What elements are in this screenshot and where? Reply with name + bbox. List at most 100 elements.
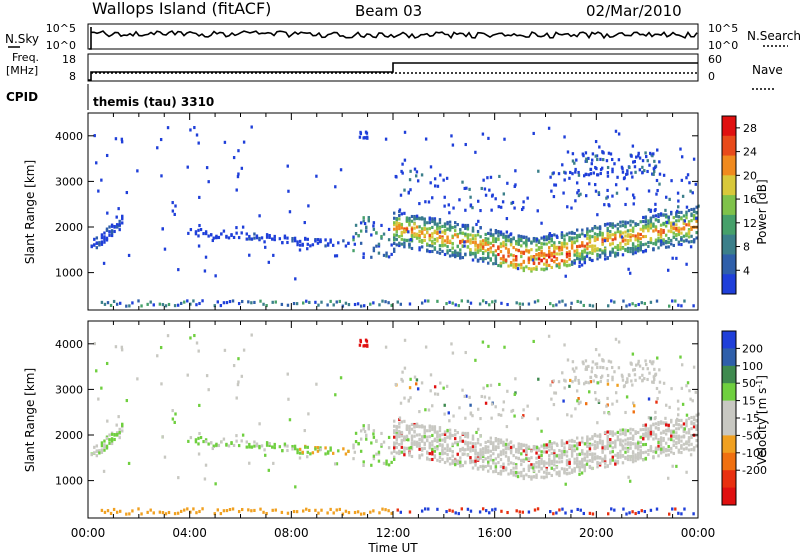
power-cell bbox=[497, 237, 500, 242]
velocity-cell bbox=[398, 435, 401, 439]
velocity-cell bbox=[332, 451, 335, 455]
power-cell bbox=[620, 165, 624, 169]
velocity-cell bbox=[121, 429, 124, 433]
power-cell bbox=[682, 214, 686, 218]
power-cell bbox=[393, 227, 396, 231]
power-cell bbox=[643, 169, 646, 173]
velocity-cell bbox=[530, 465, 533, 469]
velocity-cell bbox=[237, 380, 240, 384]
velocity-cell bbox=[641, 373, 644, 377]
velocity-cell bbox=[606, 379, 610, 383]
velocity-cell bbox=[316, 446, 320, 450]
velocity-cell bbox=[494, 439, 498, 443]
velocity-cell bbox=[395, 429, 398, 433]
velocity-cell bbox=[108, 438, 111, 442]
velocity-cell bbox=[448, 456, 452, 461]
power-cell bbox=[588, 234, 592, 238]
velocity-cell bbox=[494, 457, 498, 461]
velocity-cell bbox=[512, 466, 515, 470]
power-cell bbox=[415, 225, 419, 229]
power-cell bbox=[507, 249, 510, 253]
power-cell bbox=[642, 250, 645, 254]
velocity-cell bbox=[363, 429, 367, 434]
power-cell bbox=[395, 225, 398, 229]
power-cell bbox=[423, 238, 426, 243]
power-cell bbox=[611, 222, 614, 226]
velocity-cell bbox=[548, 444, 551, 449]
velocity-cell bbox=[207, 388, 210, 392]
power-cell bbox=[576, 248, 579, 252]
velocity-cell bbox=[405, 437, 409, 442]
colorbar-tick-label: -50 bbox=[742, 429, 760, 442]
power-cell bbox=[662, 230, 665, 234]
velocity-cell bbox=[570, 509, 573, 513]
velocity-cell bbox=[583, 452, 587, 456]
velocity-cell bbox=[497, 413, 500, 417]
velocity-cell bbox=[513, 414, 516, 418]
velocity-cell bbox=[431, 452, 434, 456]
power-cell bbox=[403, 245, 406, 249]
velocity-cell bbox=[537, 448, 541, 453]
power-cell bbox=[658, 172, 662, 176]
power-cell bbox=[380, 234, 383, 239]
velocity-cell bbox=[685, 413, 689, 417]
velocity-cell bbox=[670, 387, 673, 391]
power-cell bbox=[481, 258, 485, 262]
velocity-cell bbox=[509, 445, 513, 449]
velocity-cell bbox=[657, 438, 660, 442]
power-cell bbox=[426, 231, 429, 235]
velocity-cell bbox=[354, 440, 358, 444]
power-cell bbox=[520, 237, 523, 242]
power-cell bbox=[690, 227, 693, 231]
velocity-cell bbox=[253, 508, 256, 513]
velocity-cell bbox=[631, 352, 635, 356]
power-cell bbox=[498, 174, 501, 178]
velocity-cell bbox=[339, 376, 343, 380]
velocity-cell bbox=[194, 440, 198, 444]
power-cell bbox=[631, 242, 635, 246]
power-cell bbox=[232, 156, 236, 160]
power-cell bbox=[316, 238, 320, 242]
velocity-cell bbox=[605, 404, 608, 408]
power-cell bbox=[459, 228, 462, 232]
velocity-cell bbox=[393, 441, 396, 445]
power-cell bbox=[396, 300, 399, 304]
power-cell bbox=[393, 236, 396, 240]
power-cell bbox=[632, 202, 635, 206]
velocity-cell bbox=[230, 441, 233, 445]
velocity-cell bbox=[241, 433, 245, 437]
power-cell bbox=[626, 234, 630, 238]
velocity-cell bbox=[512, 473, 515, 477]
velocity-cell bbox=[110, 432, 114, 436]
power-cell bbox=[341, 304, 345, 308]
power-cell bbox=[370, 233, 373, 237]
velocity-cell bbox=[609, 441, 612, 445]
power-cell bbox=[372, 221, 376, 225]
power-cell bbox=[540, 258, 543, 262]
velocity-cell bbox=[619, 438, 622, 442]
velocity-cell bbox=[667, 448, 670, 452]
power-cell bbox=[659, 230, 663, 234]
power-cell bbox=[352, 235, 355, 239]
power-cell bbox=[670, 238, 673, 242]
power-cell bbox=[512, 265, 515, 269]
velocity-cell bbox=[517, 442, 520, 446]
power-cell bbox=[548, 232, 552, 236]
velocity-cell bbox=[542, 446, 546, 450]
power-cell bbox=[675, 209, 679, 213]
velocity-cell bbox=[588, 447, 592, 451]
velocity-cell bbox=[93, 342, 96, 346]
velocity-cell bbox=[649, 508, 653, 512]
power-cell bbox=[563, 178, 566, 182]
power-cell bbox=[606, 188, 609, 192]
power-cell bbox=[649, 208, 653, 212]
power-cell bbox=[454, 229, 457, 233]
power-cell bbox=[121, 221, 124, 225]
velocity-cell bbox=[377, 452, 381, 456]
power-cell bbox=[542, 255, 546, 259]
power-cell bbox=[598, 248, 602, 252]
velocity-cell bbox=[375, 452, 378, 456]
power-cell bbox=[577, 194, 581, 198]
velocity-cell bbox=[474, 452, 477, 456]
power-cell bbox=[639, 243, 642, 247]
